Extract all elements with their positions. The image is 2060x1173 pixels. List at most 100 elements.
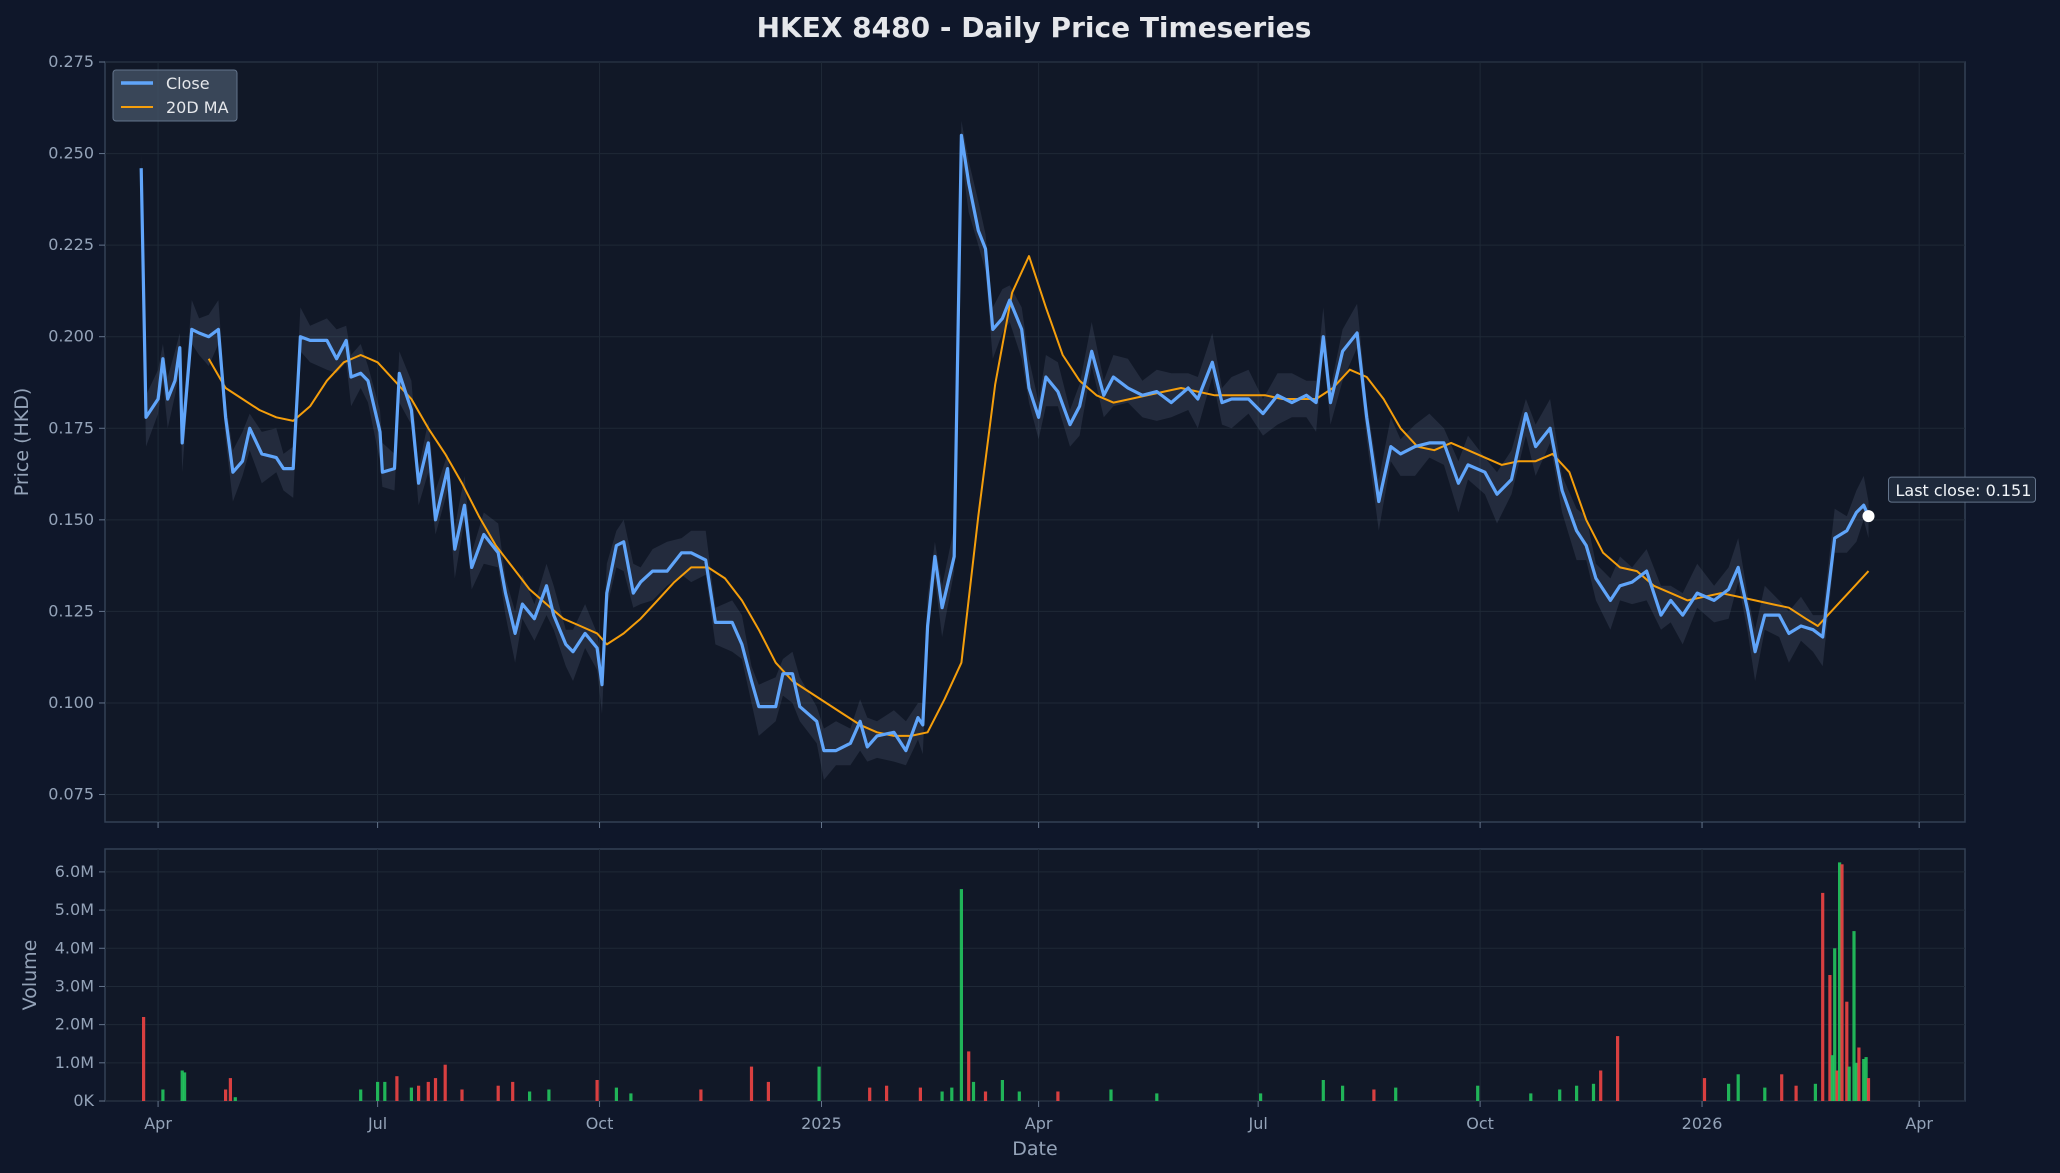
price-tick-label: 0.175 [48, 418, 94, 437]
annotation-box [1888, 476, 2037, 503]
last-close-annotation: Last close: 0.151 [1862, 476, 2037, 523]
price-tick-label: 0.150 [48, 510, 94, 529]
x-tick-label: Oct [1466, 1114, 1494, 1133]
volume-tick-label: 1.0M [55, 1053, 94, 1072]
volume-bar [1840, 864, 1844, 1101]
volume-bar [1341, 1085, 1345, 1101]
volume-bar [1727, 1083, 1731, 1101]
legend: Close 20D MA [112, 69, 238, 122]
volume-bar [1835, 1070, 1839, 1101]
chart-title: HKEX 8480 - Daily Price Timeseries [757, 11, 1312, 44]
x-tick-label: Jul [367, 1114, 387, 1133]
volume-bar [1155, 1093, 1159, 1101]
volume-bar [183, 1072, 187, 1101]
price-tick-label: 0.250 [48, 144, 94, 163]
x-tick-label: Apr [1025, 1114, 1053, 1133]
legend-close-label: Close [166, 74, 210, 93]
volume-bar [1866, 1078, 1871, 1101]
volume-bar [1794, 1085, 1798, 1101]
legend-ma-label: 20D MA [166, 98, 229, 117]
x-tick-label: Oct [586, 1114, 614, 1133]
ma-line [207, 255, 1870, 737]
volume-bar [1813, 1083, 1817, 1101]
volume-bar [1558, 1089, 1562, 1101]
volume-bar [359, 1089, 363, 1101]
volume-bar [971, 1081, 976, 1101]
volume-bar [918, 1087, 922, 1101]
volume-y-axis: 0K 1.0M 2.0M 3.0M 4.0M 5.0M 6.0M [55, 862, 105, 1110]
volume-bar [1736, 1074, 1740, 1101]
volume-bar [409, 1087, 413, 1101]
volume-bar [950, 1087, 954, 1101]
volume-bar [967, 1051, 971, 1101]
volume-bar [511, 1081, 515, 1101]
price-tick-label: 0.100 [48, 693, 94, 712]
volume-bar [1780, 1074, 1784, 1101]
volume-bar [1476, 1085, 1480, 1101]
volume-tick-label: 4.0M [55, 938, 94, 957]
price-tick-label: 0.125 [48, 601, 94, 620]
volume-bar [1862, 1059, 1866, 1101]
volume-bar [496, 1085, 500, 1101]
volume-bar [460, 1089, 464, 1101]
x-tick-label: 2025 [801, 1114, 842, 1133]
volume-bar [1529, 1093, 1533, 1101]
volume-bar [614, 1087, 618, 1101]
volume-bar [443, 1064, 447, 1101]
price-panel [104, 61, 1966, 823]
close-line [139, 133, 1870, 753]
volume-bar [629, 1093, 633, 1101]
volume-bar [426, 1081, 430, 1101]
volume-bar [1845, 1001, 1849, 1101]
volume-bar [699, 1089, 703, 1101]
volume-bar [868, 1087, 872, 1101]
volume-bar [1259, 1093, 1263, 1101]
volume-bar [817, 1066, 821, 1101]
volume-bar [161, 1089, 165, 1101]
volume-bar [595, 1080, 599, 1101]
volume-tick-label: 6.0M [55, 862, 94, 881]
price-tick-label: 0.200 [48, 327, 94, 346]
volume-bar [224, 1089, 228, 1101]
volume-tick-label: 2.0M [55, 1015, 94, 1034]
volume-bar [1599, 1070, 1603, 1101]
volume-bar [959, 889, 963, 1101]
x-tick-label: Apr [1905, 1114, 1933, 1133]
x-tick-label: Apr [144, 1114, 172, 1133]
volume-tick-label: 5.0M [55, 900, 94, 919]
volume-bar [1857, 1047, 1861, 1101]
volume-bar [1838, 862, 1842, 1101]
x-axis: Apr Jul Oct 2025 Apr Jul Oct 2026 Apr [144, 822, 1933, 1133]
price-series [139, 133, 1870, 753]
volume-bar [395, 1076, 399, 1101]
volume-bar [383, 1081, 387, 1101]
volume-bar [433, 1078, 438, 1101]
volume-bar [547, 1089, 551, 1101]
price-y-axis-label: Price (HKD) [11, 388, 33, 497]
volume-panel [104, 848, 1966, 1102]
volume-y-axis-label: Volume [19, 940, 41, 1011]
volume-bar [180, 1070, 184, 1101]
price-tick-label: 0.075 [48, 785, 94, 804]
volume-tick-label: 0K [73, 1091, 94, 1110]
annotation-text: Last close: 0.151 [1896, 481, 2032, 500]
volume-bar [1321, 1080, 1325, 1101]
volume-bar [885, 1085, 889, 1101]
volume-bar [233, 1097, 237, 1101]
volume-bar [1056, 1091, 1060, 1101]
price-tick-label: 0.275 [48, 52, 94, 71]
price-tick-label: 0.225 [48, 235, 94, 254]
volume-bar [1372, 1089, 1376, 1101]
volume-bar [1828, 975, 1832, 1101]
x-tick-label: 2026 [1682, 1114, 1723, 1133]
volume-bar [1852, 931, 1856, 1101]
volume-bar [1854, 1062, 1858, 1101]
volume-bar [417, 1085, 421, 1101]
volume-bar [1109, 1089, 1113, 1101]
volume-bar [1833, 948, 1837, 1101]
volume-grid [105, 849, 1965, 1102]
volume-bar [1000, 1080, 1004, 1101]
price-grid [105, 61, 1965, 822]
volume-bar [1864, 1057, 1868, 1101]
